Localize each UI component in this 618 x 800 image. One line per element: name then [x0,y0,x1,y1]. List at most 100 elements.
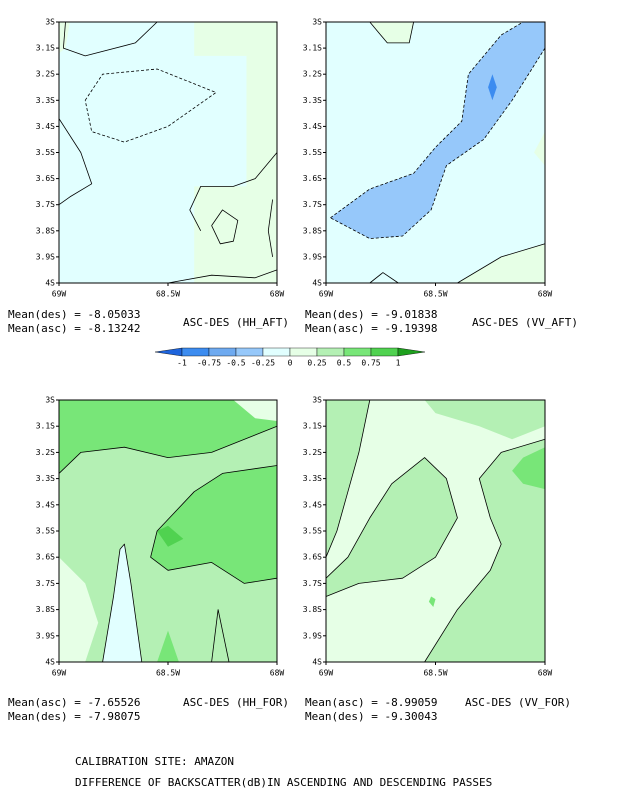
mean-stat: Mean(asc) = -9.19398 [305,322,437,335]
y-tick-label: 3.6S [303,174,322,183]
y-tick-label: 3.1S [303,44,322,53]
y-tick-label: 3.3S [36,474,55,483]
contour-fill [330,22,545,239]
contour-fill [59,400,277,474]
contour-fill [428,596,436,607]
y-tick-label: 3.8S [303,226,322,235]
panel-label: ASC-DES (VV_AFT) [472,316,578,329]
contour-panel [58,400,278,663]
contour-line [63,21,158,57]
colorbar-box [181,347,210,357]
x-tick-label: 69W [52,290,67,299]
colorbar-box [316,347,345,357]
y-tick-label: 3.5S [303,148,322,157]
contour-fill [150,465,277,584]
contour-line [58,425,278,474]
x-tick-label: 69W [319,669,334,678]
x-tick-label: 68W [538,669,553,678]
colorbar-box [343,347,372,357]
y-tick-label: 4S [45,658,55,667]
y-tick-label: 3.9S [36,252,55,261]
mean-stat: Mean(asc) = -8.13242 [8,322,140,335]
contour-fill [457,243,545,283]
colorbar-end [397,347,426,357]
y-tick-label: 3.6S [36,174,55,183]
y-tick-label: 3.7S [36,579,55,588]
y-tick-label: 3.7S [303,579,322,588]
y-tick-label: 3S [312,18,322,27]
contour-panel [58,21,278,284]
y-tick-label: 3.3S [303,96,322,105]
y-tick-label: 3.4S [303,122,322,131]
colorbar-label: -1 [177,359,187,368]
contour-fill [424,400,545,440]
colorbar-label: 0 [288,359,293,368]
contour-line [211,609,230,663]
contour-line [150,465,278,584]
y-tick-label: 3.9S [303,631,322,640]
colorbar-label: 0.75 [361,359,380,368]
contour-line [325,457,458,597]
y-tick-label: 3S [45,18,55,27]
contour-fill [59,557,99,662]
contour-fill [102,544,142,662]
contour-fill [424,439,545,662]
mean-stat: Mean(des) = -9.30043 [305,710,437,723]
y-tick-label: 3.2S [303,70,322,79]
y-tick-label: 3.2S [36,448,55,457]
x-tick-label: 68.5W [423,669,447,678]
x-tick-label: 68W [538,290,553,299]
y-tick-label: 3.8S [303,605,322,614]
y-tick-label: 3.6S [36,553,55,562]
panel-label: ASC-DES (VV_FOR) [465,696,571,709]
contour-fill [326,457,458,597]
y-tick-label: 3.3S [36,96,55,105]
y-tick-label: 3.5S [36,527,55,536]
y-tick-label: 3.9S [303,252,322,261]
y-tick-label: 3.6S [303,553,322,562]
colorbar-box [235,347,264,357]
y-tick-label: 3.4S [303,500,322,509]
colorbar-label: -0.25 [251,359,275,368]
y-tick-label: 3S [312,396,322,405]
mean-stat: Mean(des) = -7.98075 [8,710,140,723]
colorbar-box [370,347,399,357]
contour-line [267,199,273,257]
colorbar-label: 0.25 [307,359,326,368]
contour-fill [194,22,277,283]
contour-fill [326,400,370,558]
y-tick-label: 3.1S [36,422,55,431]
mean-stat: Mean(des) = -8.05033 [8,308,140,321]
y-tick-label: 4S [312,658,322,667]
contour-fill [157,525,184,547]
footer-text: CALIBRATION SITE: AMAZON [75,755,234,768]
footer-text: DIFFERENCE OF BACKSCATTER(dB)IN ASCENDIN… [75,776,492,789]
x-tick-label: 68W [270,669,285,678]
y-tick-label: 3.4S [36,500,55,509]
colorbar-label: 0.5 [337,359,352,368]
contour-fill [512,447,545,490]
x-tick-label: 68W [270,290,285,299]
y-tick-label: 3.2S [303,448,322,457]
mean-stat: Mean(des) = -9.01838 [305,308,437,321]
contour-line [330,21,524,219]
contour-line [457,243,546,284]
y-tick-label: 3.7S [36,200,55,209]
panel-label: ASC-DES (HH_AFT) [183,316,289,329]
x-tick-label: 69W [52,669,67,678]
y-tick-label: 3.2S [36,70,55,79]
contour-line [189,152,278,231]
y-tick-label: 3.8S [36,605,55,614]
y-tick-label: 3.9S [36,631,55,640]
contour-line [167,269,278,284]
colorbar-end [154,347,183,357]
contour-fill [233,400,277,421]
colorbar-label: 1 [396,359,401,368]
y-tick-label: 3.7S [303,200,322,209]
contour-line [424,438,546,663]
y-tick-label: 3.1S [303,422,322,431]
contour-line [84,68,217,143]
y-tick-label: 4S [312,279,322,288]
contour-line [325,399,371,558]
y-tick-label: 3.8S [36,226,55,235]
